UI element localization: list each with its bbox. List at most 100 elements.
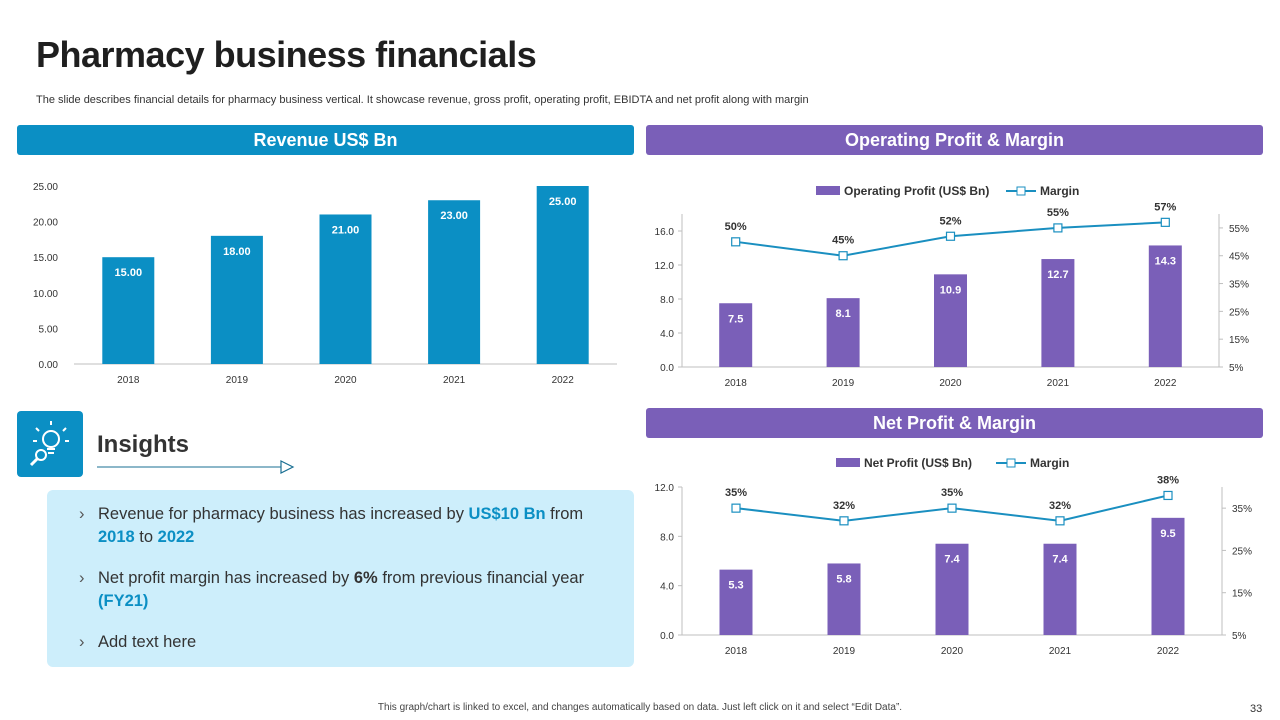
bar — [1041, 259, 1075, 367]
y-tick-label: 0.0 — [660, 363, 674, 374]
legend-label: Operating Profit (US$ Bn) — [844, 184, 989, 198]
data-label: 12.7 — [1047, 269, 1068, 281]
x-tick-label: 2018 — [725, 378, 748, 389]
x-tick-label: 2022 — [552, 375, 575, 386]
margin-label: 57% — [1154, 201, 1176, 213]
bar — [210, 235, 263, 364]
bar — [719, 303, 753, 367]
data-label: 5.3 — [728, 580, 743, 592]
revenue-banner: Revenue US$ Bn — [17, 125, 634, 155]
margin-label: 32% — [833, 500, 855, 512]
y-tick-label: 10.00 — [33, 289, 58, 300]
insight-text-run: Revenue for pharmacy business has increa… — [98, 505, 469, 523]
legend-label: Net Profit (US$ Bn) — [864, 456, 972, 470]
margin-marker — [1160, 217, 1170, 227]
data-label: 7.4 — [1052, 554, 1068, 566]
y2-tick-label: 25% — [1229, 307, 1249, 318]
x-tick-label: 2020 — [939, 378, 962, 389]
footer-note: This graph/chart is linked to excel, and… — [377, 702, 903, 713]
bar — [826, 298, 860, 367]
margin-label: 32% — [1049, 500, 1071, 512]
x-tick-label: 2022 — [1154, 378, 1177, 389]
y2-tick-label: 15% — [1229, 335, 1249, 346]
margin-label: 45% — [832, 235, 854, 247]
bar — [719, 569, 753, 635]
insight-text-run: from previous financial year — [377, 569, 585, 587]
legend-line-marker — [1006, 458, 1016, 468]
net-profit-banner: Net Profit & Margin — [646, 408, 1263, 438]
bar — [827, 563, 861, 635]
y2-tick-label: 35% — [1232, 504, 1252, 515]
margin-label: 52% — [939, 215, 961, 227]
y-tick-label: 20.00 — [33, 218, 58, 229]
margin-label: 55% — [1047, 207, 1069, 219]
bar — [319, 214, 372, 364]
y-tick-label: 0.0 — [660, 631, 674, 642]
legend-label: Margin — [1040, 184, 1079, 198]
margin-marker — [1055, 516, 1065, 526]
insights-title: Insights — [97, 431, 190, 458]
data-label: 15.00 — [115, 267, 143, 279]
y-tick-label: 25.00 — [33, 182, 58, 193]
x-tick-label: 2020 — [941, 646, 964, 657]
insight-bullet-text: Revenue for pharmacy business has increa… — [98, 503, 599, 549]
insight-bullet-text: Add text here — [98, 631, 599, 654]
y2-tick-label: 5% — [1229, 363, 1244, 374]
y-tick-label: 12.0 — [655, 483, 675, 494]
data-label: 10.9 — [940, 284, 961, 296]
insight-text-run: Net profit margin has increased by — [98, 569, 354, 587]
margin-label: 50% — [725, 221, 747, 233]
insights-icon-box — [17, 411, 83, 477]
data-label: 23.00 — [440, 210, 468, 222]
bar — [934, 274, 967, 367]
insight-bullet: › Net profit margin has increased by 6% … — [79, 567, 599, 613]
y-tick-label: 16.0 — [655, 227, 675, 238]
insight-text-run: (FY21) — [98, 592, 149, 610]
bar — [428, 200, 481, 364]
data-label: 21.00 — [332, 224, 360, 236]
revenue-chart[interactable]: 0.00 5.00 10.00 15.00 20.00 25.00 15.00 2018 18.… — [17, 160, 634, 400]
margin-label: 35% — [941, 487, 963, 499]
lightbulb-magnifier-icon — [29, 421, 69, 467]
bar — [536, 186, 589, 364]
operating-profit-banner: Operating Profit & Margin — [646, 125, 1263, 155]
data-label: 14.3 — [1155, 255, 1176, 267]
x-tick-label: 2021 — [1049, 646, 1072, 657]
data-label: 8.1 — [835, 308, 850, 320]
y2-tick-label: 5% — [1232, 631, 1247, 642]
insight-text-run: to — [134, 528, 158, 546]
bar — [1043, 543, 1077, 635]
insight-text-run: Add text here — [98, 633, 197, 651]
net-profit-chart[interactable]: 0.0 4.0 8.0 12.0 5% 15% 25% 35% 5.3 2018 5.8 2019 7.… — [646, 440, 1263, 665]
legend-bar-swatch — [836, 458, 860, 467]
insights-box: › Revenue for pharmacy business has incr… — [47, 490, 634, 667]
insight-bullet: › Add text here — [79, 631, 599, 654]
margin-marker — [731, 237, 741, 247]
y2-tick-label: 45% — [1229, 252, 1249, 263]
operating-profit-chart[interactable]: 0.0 4.0 8.0 12.0 16.0 5% 15% 25% 35% 45% 55% 7.5 201… — [646, 160, 1263, 400]
bar — [1151, 517, 1185, 635]
legend-bar-swatch — [816, 186, 840, 195]
page-subtitle: The slide describes financial details fo… — [36, 94, 809, 106]
x-tick-label: 2019 — [226, 375, 249, 386]
y-tick-label: 4.0 — [660, 582, 674, 593]
y2-tick-label: 55% — [1229, 224, 1249, 235]
data-label: 7.5 — [728, 313, 743, 325]
insight-bullet: › Revenue for pharmacy business has incr… — [79, 503, 599, 549]
insight-text-run: from — [545, 505, 584, 523]
legend-label: Margin — [1030, 456, 1069, 470]
y-tick-label: 8.0 — [660, 532, 674, 543]
page-title: Pharmacy business financials — [36, 34, 537, 75]
margin-marker — [1163, 490, 1173, 501]
bullet-glyph: › — [79, 633, 85, 651]
bar — [935, 543, 969, 635]
x-tick-label: 2018 — [117, 375, 140, 386]
margin-marker — [839, 516, 849, 526]
x-tick-label: 2021 — [443, 375, 466, 386]
margin-marker — [945, 231, 956, 241]
y-tick-label: 5.00 — [39, 324, 59, 335]
y2-tick-label: 25% — [1232, 546, 1252, 557]
insight-bullet-text: Net profit margin has increased by 6% fr… — [98, 567, 599, 613]
bullet-glyph: › — [79, 569, 85, 587]
margin-marker — [1053, 223, 1063, 233]
